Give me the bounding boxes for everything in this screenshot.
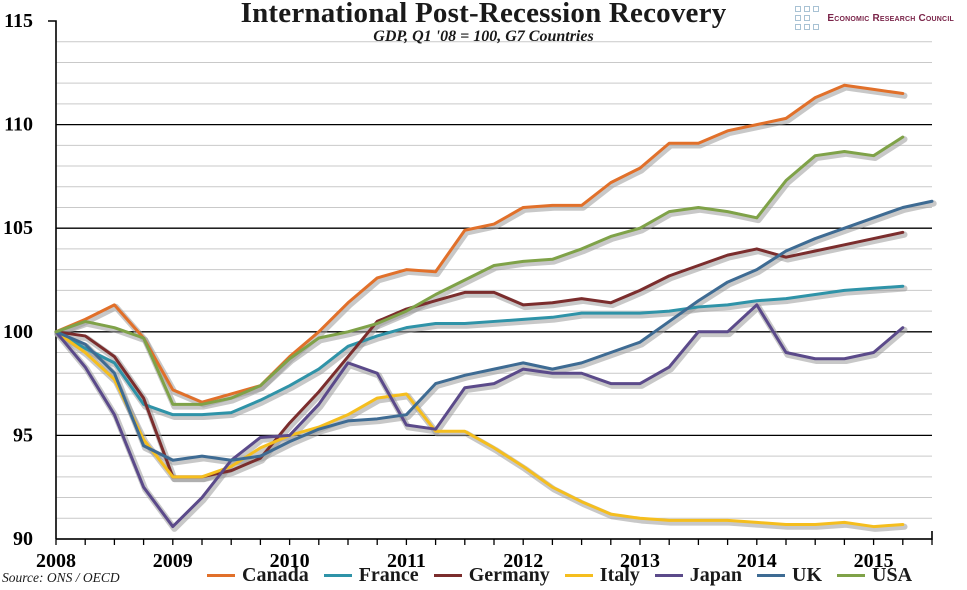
svg-text:2009: 2009 <box>153 550 193 572</box>
svg-text:95: 95 <box>13 424 33 446</box>
svg-text:105: 105 <box>3 217 33 239</box>
svg-text:90: 90 <box>13 528 33 550</box>
svg-text:100: 100 <box>3 321 33 343</box>
svg-text:110: 110 <box>4 114 33 136</box>
svg-text:2008: 2008 <box>36 550 76 572</box>
